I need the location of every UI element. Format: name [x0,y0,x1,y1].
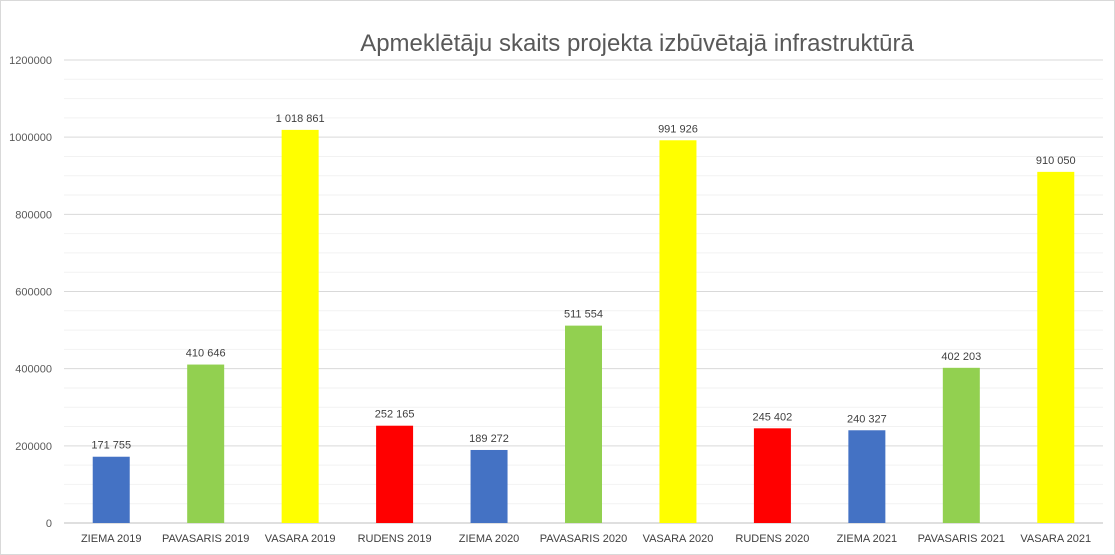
data-label: 189 272 [469,433,509,445]
bar [281,129,319,523]
data-label: 171 755 [91,440,131,452]
bar [1037,171,1075,523]
x-tick-label: ZIEMA 2019 [81,533,142,545]
data-label: 252 165 [375,409,415,421]
data-label: 511 554 [564,309,603,321]
y-tick-label: 400000 [15,364,52,376]
y-tick-label: 1000000 [9,132,52,144]
y-tick-label: 1200000 [9,55,52,67]
bar [92,456,130,523]
x-tick-label: RUDENS 2019 [358,533,432,545]
x-tick-label: ZIEMA 2020 [459,533,520,545]
data-labels: 171 755 410 646 1 018 861 252 165 189 272 511… [91,113,1075,452]
data-label: 240 327 [847,413,887,425]
bar [470,449,508,523]
bar [848,430,886,523]
data-label: 910 050 [1036,155,1076,167]
data-label: 991 926 [658,123,698,135]
bar [565,325,602,523]
x-tick-label: RUDENS 2020 [735,533,809,545]
bars [92,129,1075,523]
data-label: 402 203 [941,351,981,363]
x-axis: ZIEMA 2019 PAVASARIS 2019 VASARA 2019 RUDEN… [81,533,1091,545]
data-label: 245 402 [753,411,793,423]
bar [187,364,225,523]
bar [753,428,791,523]
y-tick-label: 600000 [15,287,52,299]
y-tick-label: 800000 [15,209,52,221]
x-tick-label: VASARA 2019 [265,533,336,545]
x-tick-label: PAVASARIS 2019 [162,533,249,545]
bar [942,367,980,523]
x-tick-label: ZIEMA 2021 [837,533,898,545]
y-axis: 0 200000 400000 600000 800000 1000000 1200000 [9,55,52,530]
data-label: 1 018 861 [276,113,325,125]
chart-title: Apmeklētāju skaits projekta izbūvētajā i… [360,30,914,57]
x-tick-label: VASARA 2020 [643,533,714,545]
x-tick-label: PAVASARIS 2020 [540,533,627,545]
bar [659,140,697,523]
y-tick-label: 0 [46,518,52,530]
y-tick-label: 200000 [15,441,52,453]
data-label: 410 646 [186,348,226,360]
bar [376,425,414,523]
x-tick-label: PAVASARIS 2021 [918,533,1005,545]
x-tick-label: VASARA 2021 [1020,533,1091,545]
